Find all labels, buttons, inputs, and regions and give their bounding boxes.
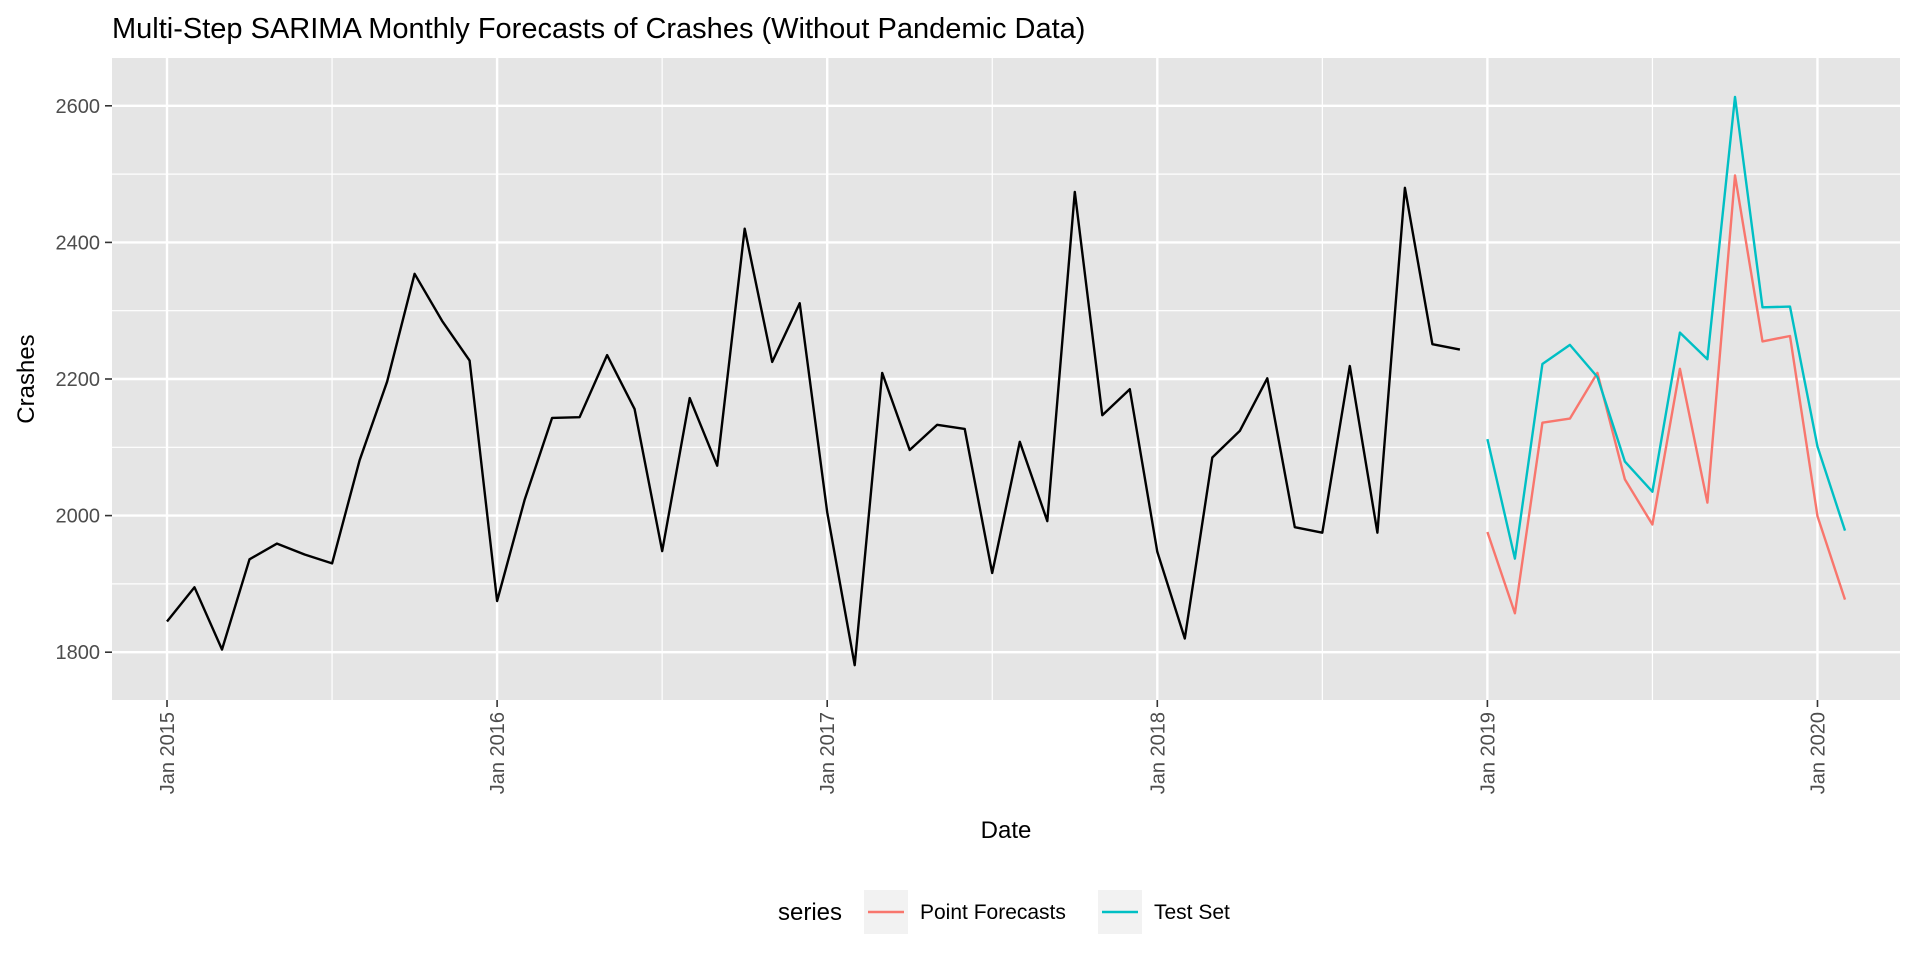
y-tick-label: 2200 [56,369,101,391]
chart-title: Multi-Step SARIMA Monthly Forecasts of C… [112,13,1085,45]
x-tick-label: Jan 2016 [487,712,509,794]
x-axis-title: Date [981,817,1032,844]
legend-label: Test Set [1154,901,1230,924]
minor-gridlines [112,58,1900,700]
y-tick-label: 2400 [56,232,101,254]
major-gridlines [112,58,1900,700]
x-tick-label: Jan 2020 [1807,712,1829,794]
series-line-test-set [1486,95,1847,560]
x-tick-label: Jan 2018 [1147,712,1169,794]
series-lines [166,95,1847,667]
y-tick-label: 2000 [56,506,101,528]
x-tick-label: Jan 2015 [157,712,179,794]
x-tick-label: Jan 2017 [817,712,839,794]
x-axis: Jan 2015 Jan 2016 Jan 2017 Jan 2018 Jan 2019… [157,700,1829,794]
legend-label: Point Forecasts [920,901,1066,924]
y-tick-label: 2600 [56,96,101,118]
x-tick-label: Jan 2019 [1477,712,1499,794]
y-axis: 1800 2000 2200 2400 2600 [56,96,112,664]
series-line-point-forecasts [1486,174,1847,615]
series-line-historical [166,186,1461,667]
legend: series Point Forecasts Test Set [778,890,1230,934]
legend-title: series [778,899,842,926]
y-axis-title: Crashes [13,334,40,423]
y-tick-label: 1800 [56,642,101,664]
